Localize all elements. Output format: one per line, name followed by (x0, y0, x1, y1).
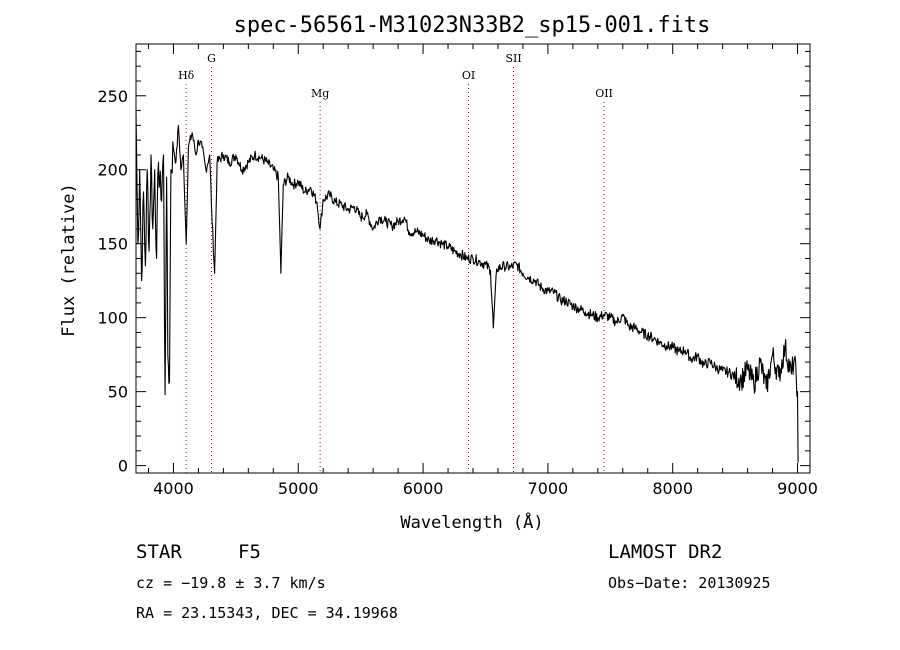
y-tick-label: 100 (97, 309, 128, 328)
line-label: Hδ (178, 69, 195, 82)
chart-title: spec-56561-M31023N33B2_sp15-001.fits (234, 13, 711, 38)
y-axis-label: Flux (relative) (59, 183, 79, 337)
x-tick-label: 5000 (278, 479, 319, 498)
y-tick-label: 0 (118, 457, 128, 476)
y-tick-label: 50 (108, 383, 128, 402)
y-tick-label: 200 (97, 161, 128, 180)
spectral-subclass: F5 (238, 541, 261, 563)
x-tick-label: 8000 (652, 479, 693, 498)
line-label: Mg (311, 87, 329, 100)
spectrum-line (135, 110, 799, 463)
y-tick-label: 250 (97, 87, 128, 106)
x-tick-label: 7000 (528, 479, 569, 498)
line-label: G (207, 52, 216, 65)
x-tick-label: 9000 (777, 479, 818, 498)
coordinates: RA = 23.15343, DEC = 34.19968 (136, 604, 398, 622)
y-tick-label: 150 (97, 235, 128, 254)
observation-date: Obs−Date: 20130925 (608, 574, 771, 592)
survey-name: LAMOST DR2 (608, 541, 722, 563)
x-axis-label: Wavelength (Å) (400, 511, 543, 533)
x-tick-label: 4000 (153, 479, 194, 498)
line-label: SII (505, 52, 521, 65)
redshift-velocity: cz = −19.8 ± 3.7 km/s (136, 574, 326, 592)
spectrum-series (135, 110, 799, 463)
line-label: OII (595, 87, 613, 100)
line-label: OI (462, 69, 475, 82)
axis-ticks: 4000 5000 6000 7000 8000 9000 0 50 100 150 200 250 (97, 44, 818, 498)
x-tick-label: 6000 (403, 479, 444, 498)
line-annotations: Hδ G Mg OI SII OII (178, 52, 613, 473)
object-class: STAR (136, 541, 182, 563)
